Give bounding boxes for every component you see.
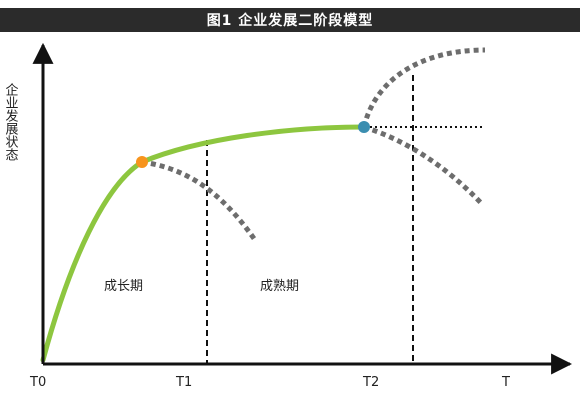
- growth-decline-branch: [141, 159, 258, 242]
- x-tick-t: T: [501, 375, 510, 390]
- maturity-turning-point: [358, 121, 370, 133]
- diagram-title: 图1 企业发展二阶段模型: [0, 8, 580, 32]
- phase-label-mature: 成熟期: [260, 278, 299, 294]
- y-axis-label: 企业发展状态: [3, 82, 19, 161]
- x-tick-t1: T1: [175, 375, 192, 390]
- x-tick-t0: T0: [29, 375, 46, 390]
- x-tick-t2: T2: [362, 375, 379, 390]
- phase-label-growth: 成长期: [104, 279, 143, 294]
- growth-inflection-point: [136, 156, 148, 168]
- main-growth-curve: [40, 124, 367, 363]
- renewal-branch: [361, 47, 486, 128]
- mature-decline-branch: [363, 124, 485, 207]
